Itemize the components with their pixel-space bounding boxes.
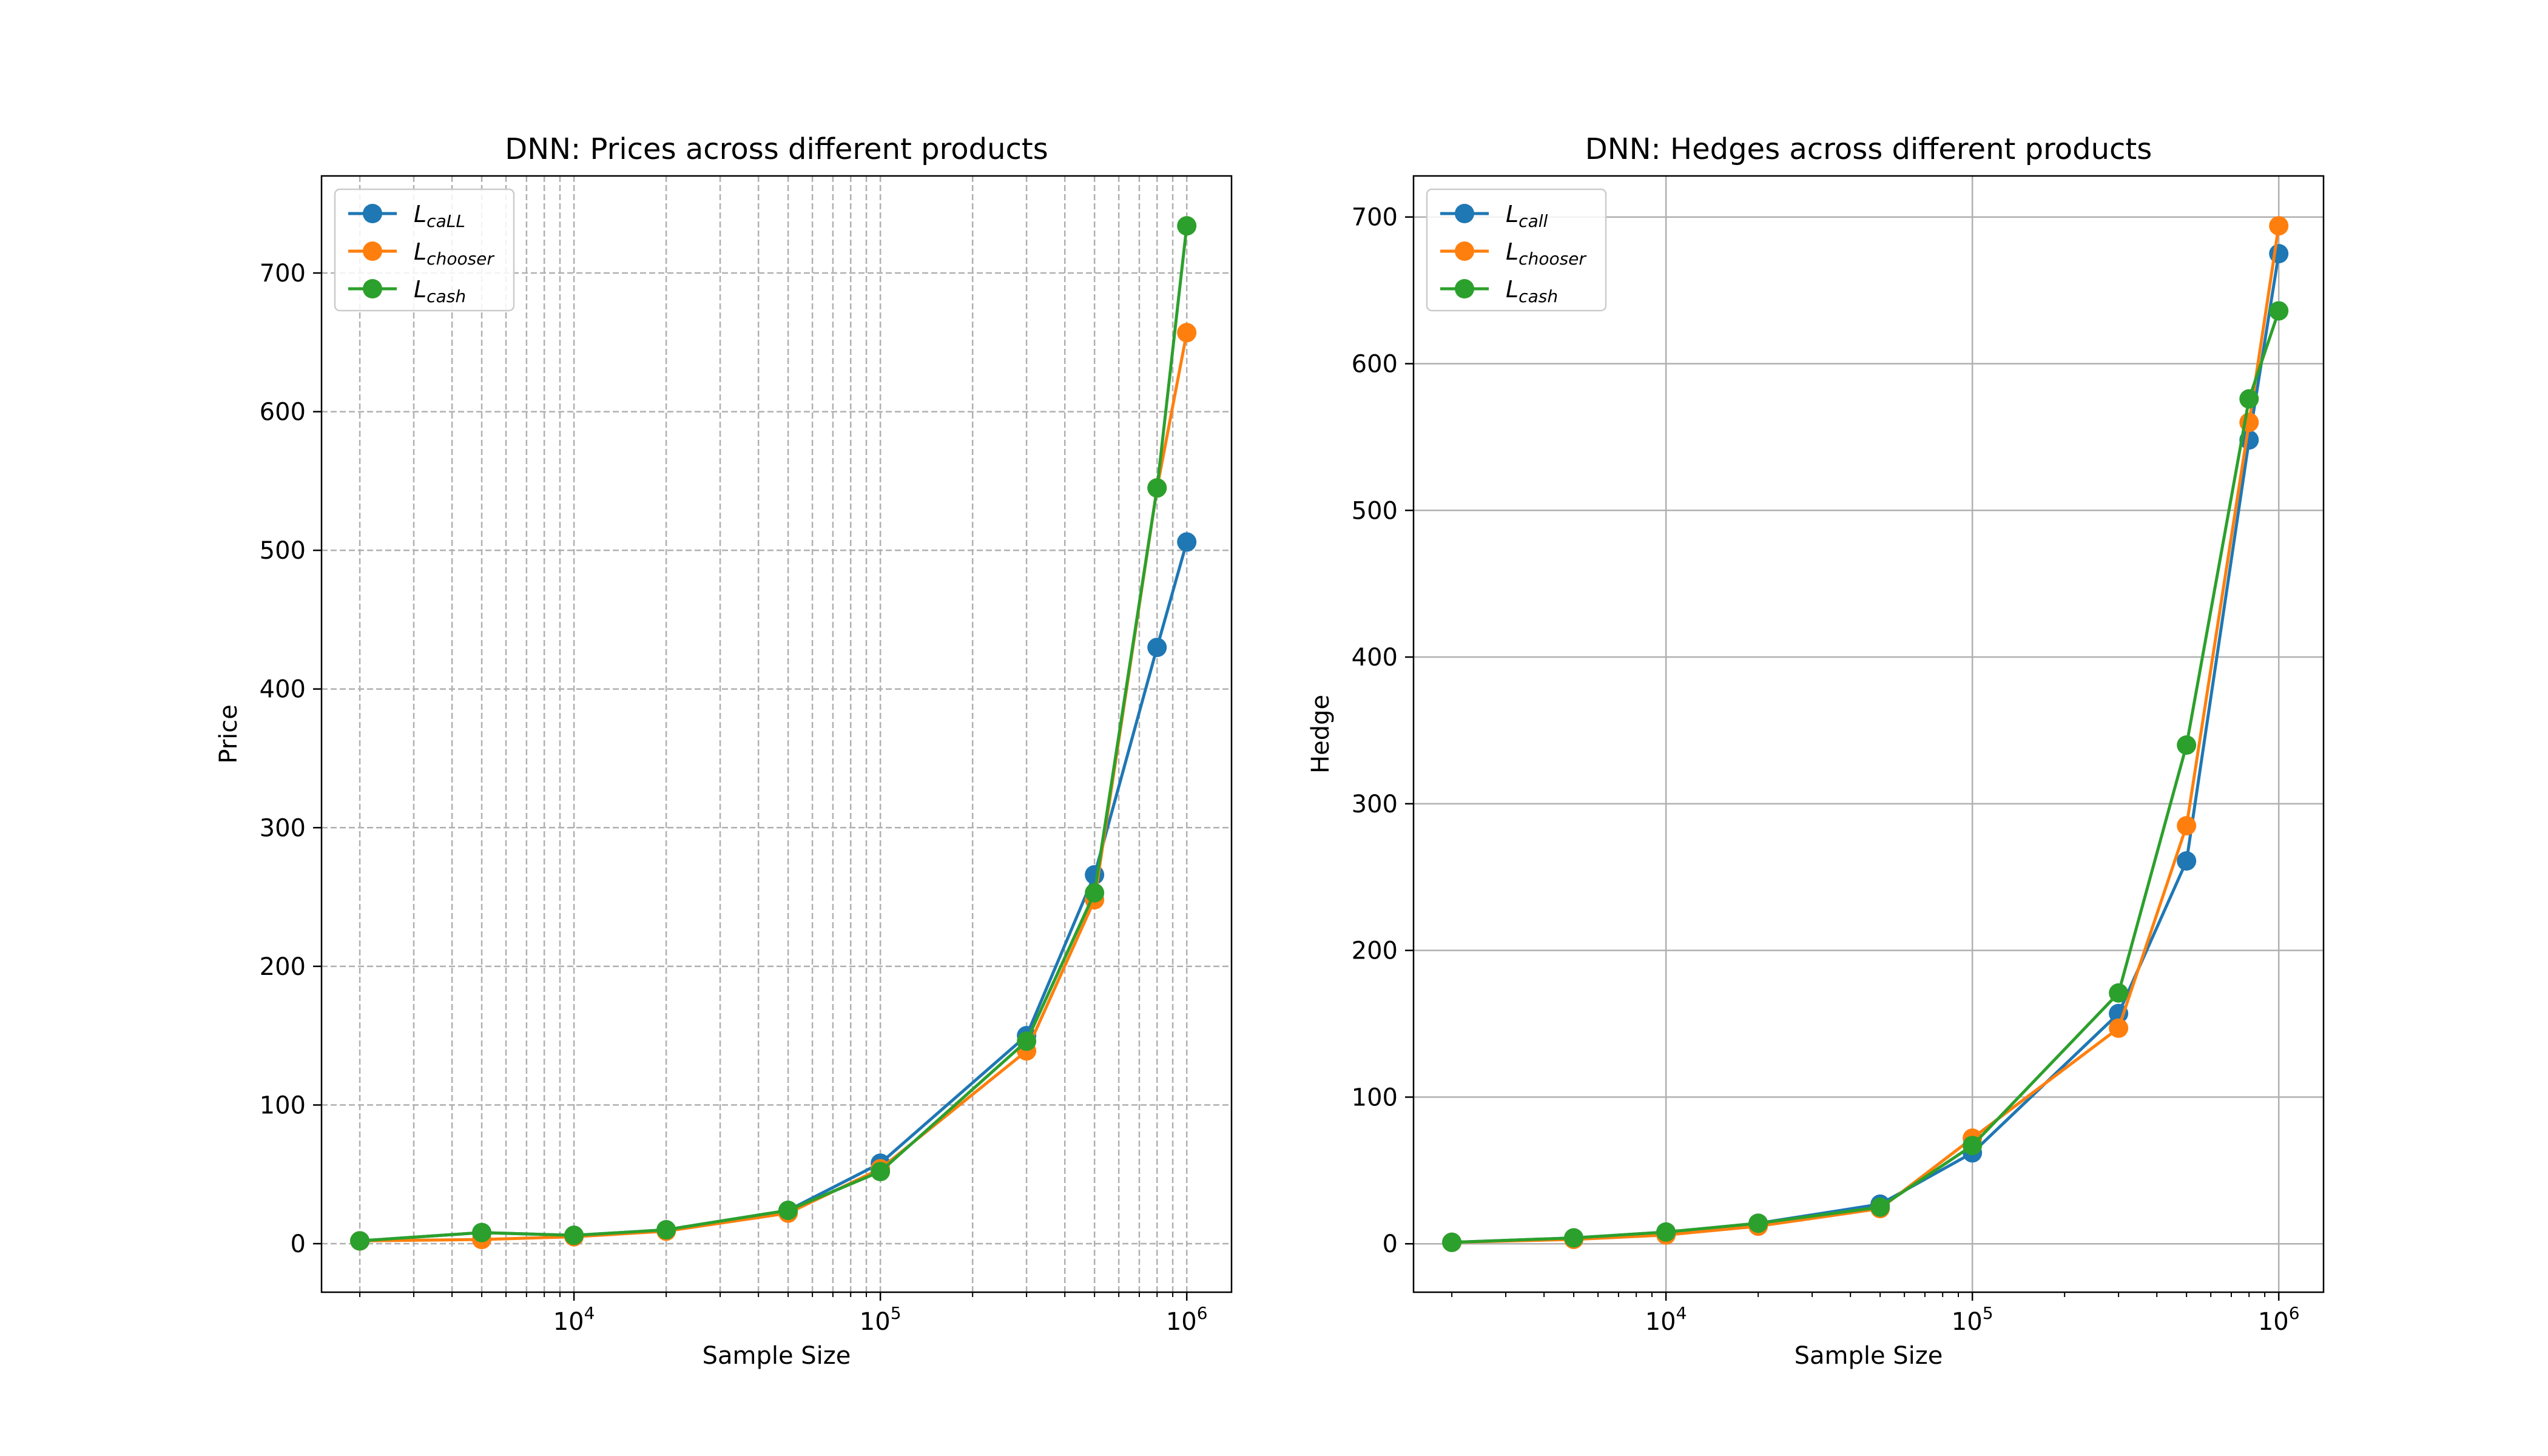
series-line-cash: [1452, 310, 2280, 1244]
legend-marker: [1455, 204, 1474, 223]
data-point-cash: [472, 1222, 492, 1242]
data-point-cash: [2109, 983, 2129, 1003]
y-tick-label: 200: [1352, 937, 1398, 965]
y-tick-label: 700: [1352, 204, 1398, 232]
x-tick-label: 105: [860, 1303, 902, 1336]
data-point-cash: [1017, 1031, 1037, 1051]
data-point-cash: [778, 1201, 798, 1221]
y-axis-label: Hedge: [1307, 695, 1335, 774]
data-point-cash: [2269, 301, 2289, 321]
series-call: [1442, 244, 2289, 1252]
legend: Lcall Lchooser Lcash: [1426, 188, 1607, 312]
data-point-caLL: [1177, 532, 1197, 552]
x-tick-label: 104: [553, 1303, 595, 1336]
chart-title: DNN: Hedges across different products: [1585, 132, 2152, 166]
y-tick-label: 700: [260, 260, 306, 288]
data-point-call: [2177, 851, 2197, 871]
legend-label: Lcash: [1506, 276, 1558, 306]
data-point-cash: [656, 1220, 676, 1240]
legend-marker: [363, 204, 382, 223]
legend-item-chooser: Lchooser: [348, 238, 494, 269]
axes-frame: [320, 175, 1233, 1293]
data-point-cash: [350, 1231, 370, 1251]
chart-title: DNN: Prices across different products: [505, 132, 1048, 166]
legend-item-cash: Lcash: [1440, 276, 1558, 306]
series-cash: [1442, 301, 2289, 1252]
series-line-chooser: [1452, 225, 2280, 1244]
data-point-cash: [1147, 478, 1167, 498]
data-point-cash: [1656, 1222, 1676, 1242]
legend-marker: [363, 279, 382, 298]
series-line-call: [1452, 253, 2280, 1244]
data-point-caLL: [1147, 638, 1167, 658]
legend-label: LcaLL: [414, 201, 465, 231]
y-tick-label: 400: [260, 676, 306, 704]
data-point-cash: [1564, 1228, 1584, 1248]
data-point-chooser: [1177, 323, 1197, 343]
grid: [1414, 176, 2324, 1292]
data-point-cash: [1442, 1232, 1462, 1252]
legend-label: Lchooser: [414, 238, 494, 269]
data-point-cash: [1085, 883, 1105, 903]
y-tick-label: 500: [1352, 497, 1398, 525]
legend-item-cash: Lcash: [348, 276, 466, 306]
legend: LcaLL Lchooser Lcash: [334, 188, 515, 312]
y-tick-label: 300: [1352, 790, 1398, 818]
x-tick-label: 105: [1952, 1303, 1994, 1336]
legend-label: Lcall: [1506, 201, 1548, 231]
series-line-caLL: [359, 541, 1188, 1242]
data-point-cash: [1870, 1197, 1890, 1217]
data-point-cash: [2239, 389, 2259, 409]
data-point-chooser: [2177, 816, 2197, 836]
series-caLL: [350, 532, 1197, 1251]
legend-marker: [363, 241, 382, 261]
legend-marker: [1455, 241, 1474, 261]
series-line-cash: [359, 226, 1188, 1242]
y-tick-label: 0: [1383, 1230, 1398, 1258]
x-axis-label: Sample Size: [1795, 1342, 1943, 1370]
y-tick-label: 600: [260, 399, 306, 426]
data-point-cash: [564, 1225, 584, 1245]
y-tick-label: 100: [1352, 1084, 1398, 1111]
data-point-cash: [1177, 216, 1197, 236]
legend-marker: [1455, 279, 1474, 298]
data-point-cash: [871, 1162, 891, 1182]
y-tick-label: 300: [260, 814, 306, 842]
axes-frame: [1412, 175, 2325, 1293]
plot-area: [1442, 216, 2289, 1252]
data-point-cash: [2177, 735, 2197, 755]
y-tick-label: 400: [1352, 644, 1398, 672]
grid: [322, 176, 1232, 1292]
legend-item-caLL: LcaLL: [348, 201, 465, 231]
legend-label: Lcash: [414, 276, 466, 306]
x-tick-label: 106: [2258, 1303, 2300, 1336]
y-tick-label: 0: [291, 1230, 306, 1258]
chart-1: 104 105 106 0 100 200 300 400 500 600 700 DNN: Pric…: [215, 132, 1233, 1370]
data-point-chooser: [2269, 216, 2289, 236]
x-tick-label: 104: [1645, 1303, 1687, 1336]
series-chooser: [350, 323, 1197, 1251]
x-axis-label: Sample Size: [703, 1342, 851, 1370]
y-tick-label: 500: [260, 537, 306, 565]
data-point-chooser: [2109, 1018, 2129, 1038]
y-tick-label: 100: [260, 1091, 306, 1119]
y-axis-label: Price: [215, 704, 243, 764]
data-point-cash: [1748, 1213, 1768, 1233]
data-point-caLL: [1085, 865, 1105, 885]
chart-2: 104 105 106 0 100 200 300 400 500 600 700 DNN: Hedg…: [1307, 132, 2325, 1370]
data-point-call: [2269, 244, 2289, 264]
y-tick-label: 200: [260, 953, 306, 981]
legend-item-call: Lcall: [1440, 201, 1548, 231]
legend-label: Lchooser: [1506, 238, 1586, 269]
x-tick-label: 106: [1166, 1303, 1208, 1336]
legend-item-chooser: Lchooser: [1440, 238, 1586, 269]
y-tick-label: 600: [1352, 350, 1398, 378]
series-cash: [350, 216, 1197, 1251]
plot-area: [350, 216, 1197, 1251]
data-point-cash: [1963, 1136, 1983, 1156]
